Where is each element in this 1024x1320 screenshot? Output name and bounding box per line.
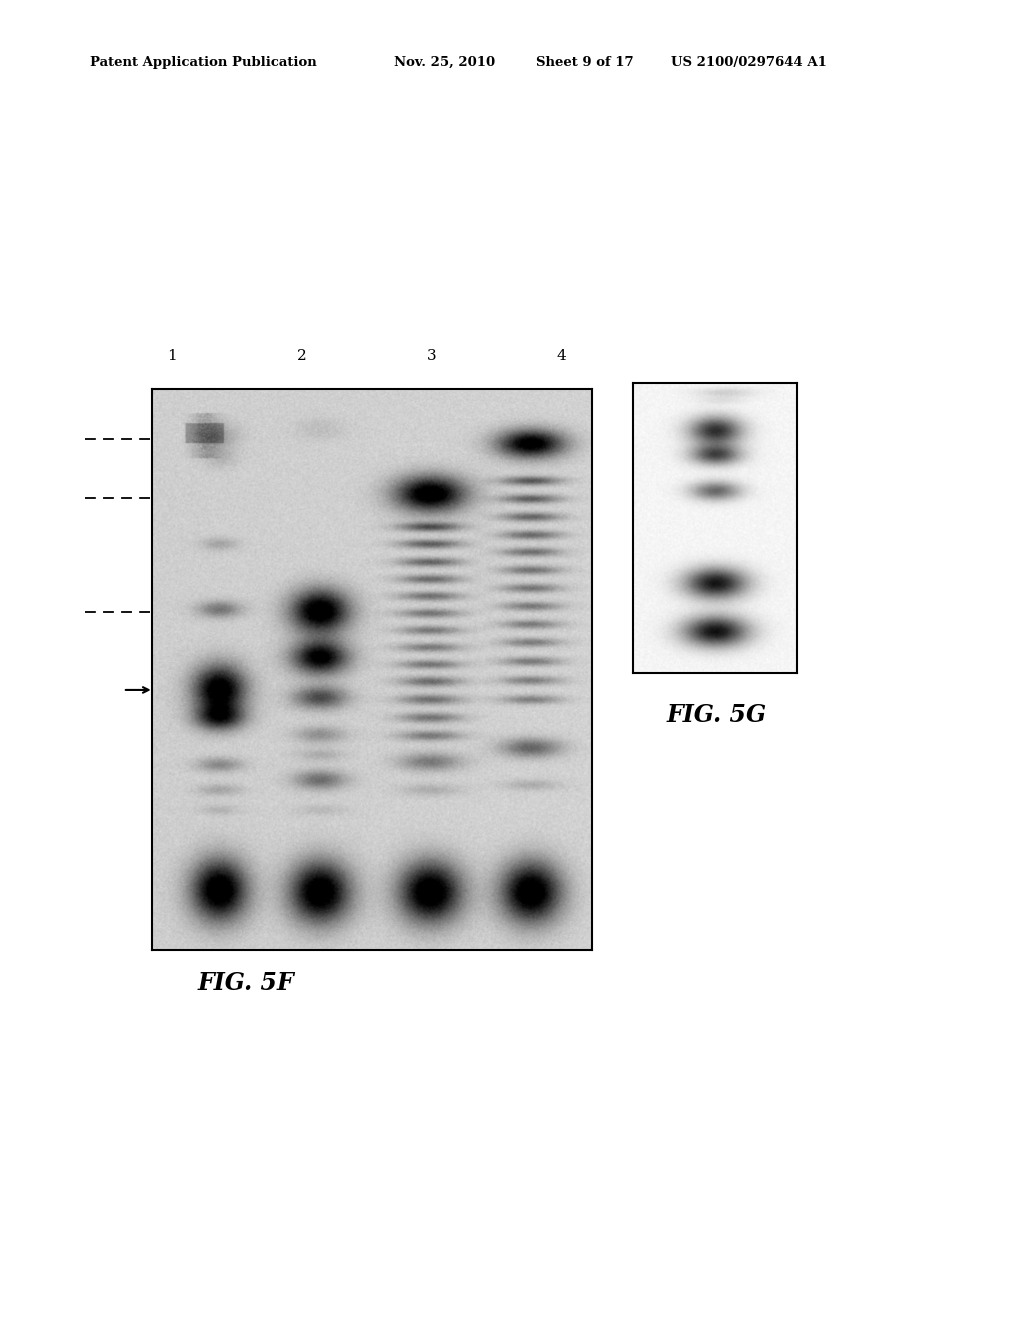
Text: 1: 1 [167, 350, 177, 363]
Text: Sheet 9 of 17: Sheet 9 of 17 [536, 55, 633, 69]
Text: FIG. 5F: FIG. 5F [198, 972, 294, 995]
Text: 4: 4 [556, 350, 566, 363]
Text: 3: 3 [427, 350, 437, 363]
Text: FIG. 5G: FIG. 5G [667, 704, 767, 727]
Text: US 2100/0297644 A1: US 2100/0297644 A1 [671, 55, 826, 69]
Text: 2: 2 [297, 350, 307, 363]
Text: Patent Application Publication: Patent Application Publication [90, 55, 316, 69]
Text: Nov. 25, 2010: Nov. 25, 2010 [394, 55, 496, 69]
